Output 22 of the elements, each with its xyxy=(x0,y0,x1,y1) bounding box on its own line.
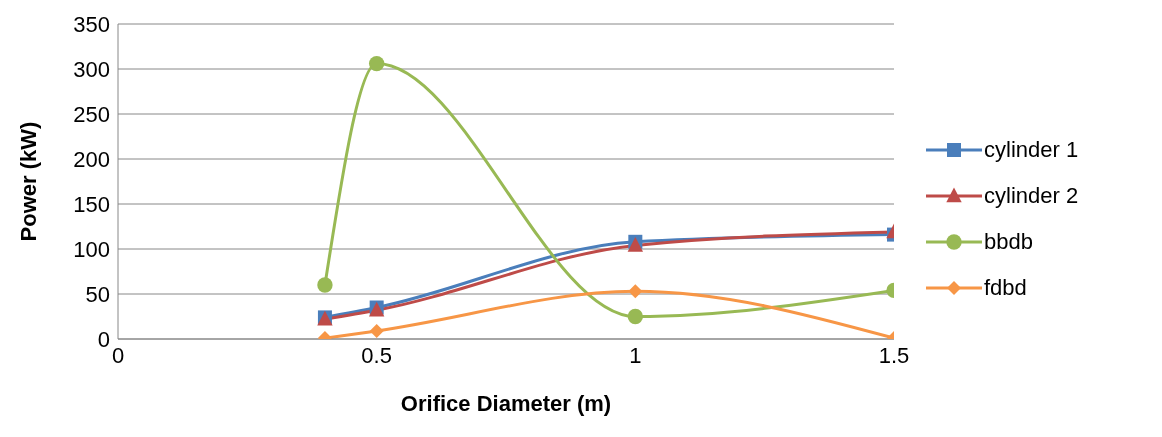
y-tick-label: 300 xyxy=(73,56,110,82)
legend-label: fdbd xyxy=(984,274,1027,301)
x-axis-title: Orifice Diameter (m) xyxy=(400,391,612,416)
point xyxy=(627,308,644,325)
point xyxy=(369,323,384,338)
x-tick-label: 0.5 xyxy=(361,342,392,368)
y-tick-label: 350 xyxy=(73,11,110,37)
y-tick-label: 0 xyxy=(97,326,110,352)
y-tick-label: 150 xyxy=(73,191,110,217)
y-tick-label: 50 xyxy=(85,281,110,307)
y-axis-title: Power (kW) xyxy=(15,121,41,242)
point xyxy=(368,55,385,72)
legend-label: bbdb xyxy=(984,228,1033,255)
legend-label: cylinder 1 xyxy=(984,136,1079,163)
point xyxy=(628,284,643,299)
y-tick-label: 250 xyxy=(73,101,110,127)
x-tick-label: 1 xyxy=(629,342,642,368)
legend-label: cylinder 2 xyxy=(984,182,1079,209)
x-tick-label: 1.5 xyxy=(878,342,910,368)
point xyxy=(317,277,333,293)
y-tick-label: 100 xyxy=(73,236,110,262)
y-tick-label: 200 xyxy=(73,146,110,172)
